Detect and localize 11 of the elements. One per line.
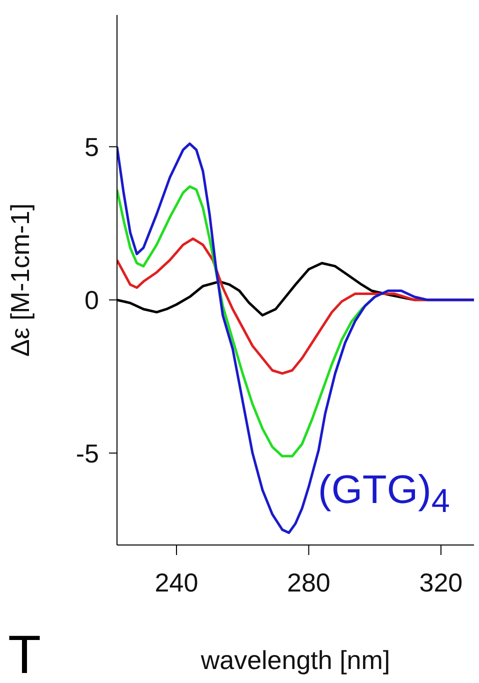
x-tick-label: 240 [154,567,198,598]
x-axis-title: wavelength [nm] [200,645,390,675]
y-axis-title: Δε [M-1cm-1] [5,203,36,357]
x-tick-label: 280 [287,567,330,598]
x-tick-label: 320 [419,567,463,598]
line-series [117,142,474,534]
annotation: (GTG)$_{4}$ [318,468,450,521]
y-tick-label: -5 [76,438,99,468]
y-tick-label: 0 [84,285,99,316]
text: T [8,625,41,683]
y-tick-label: 5 [84,132,99,162]
